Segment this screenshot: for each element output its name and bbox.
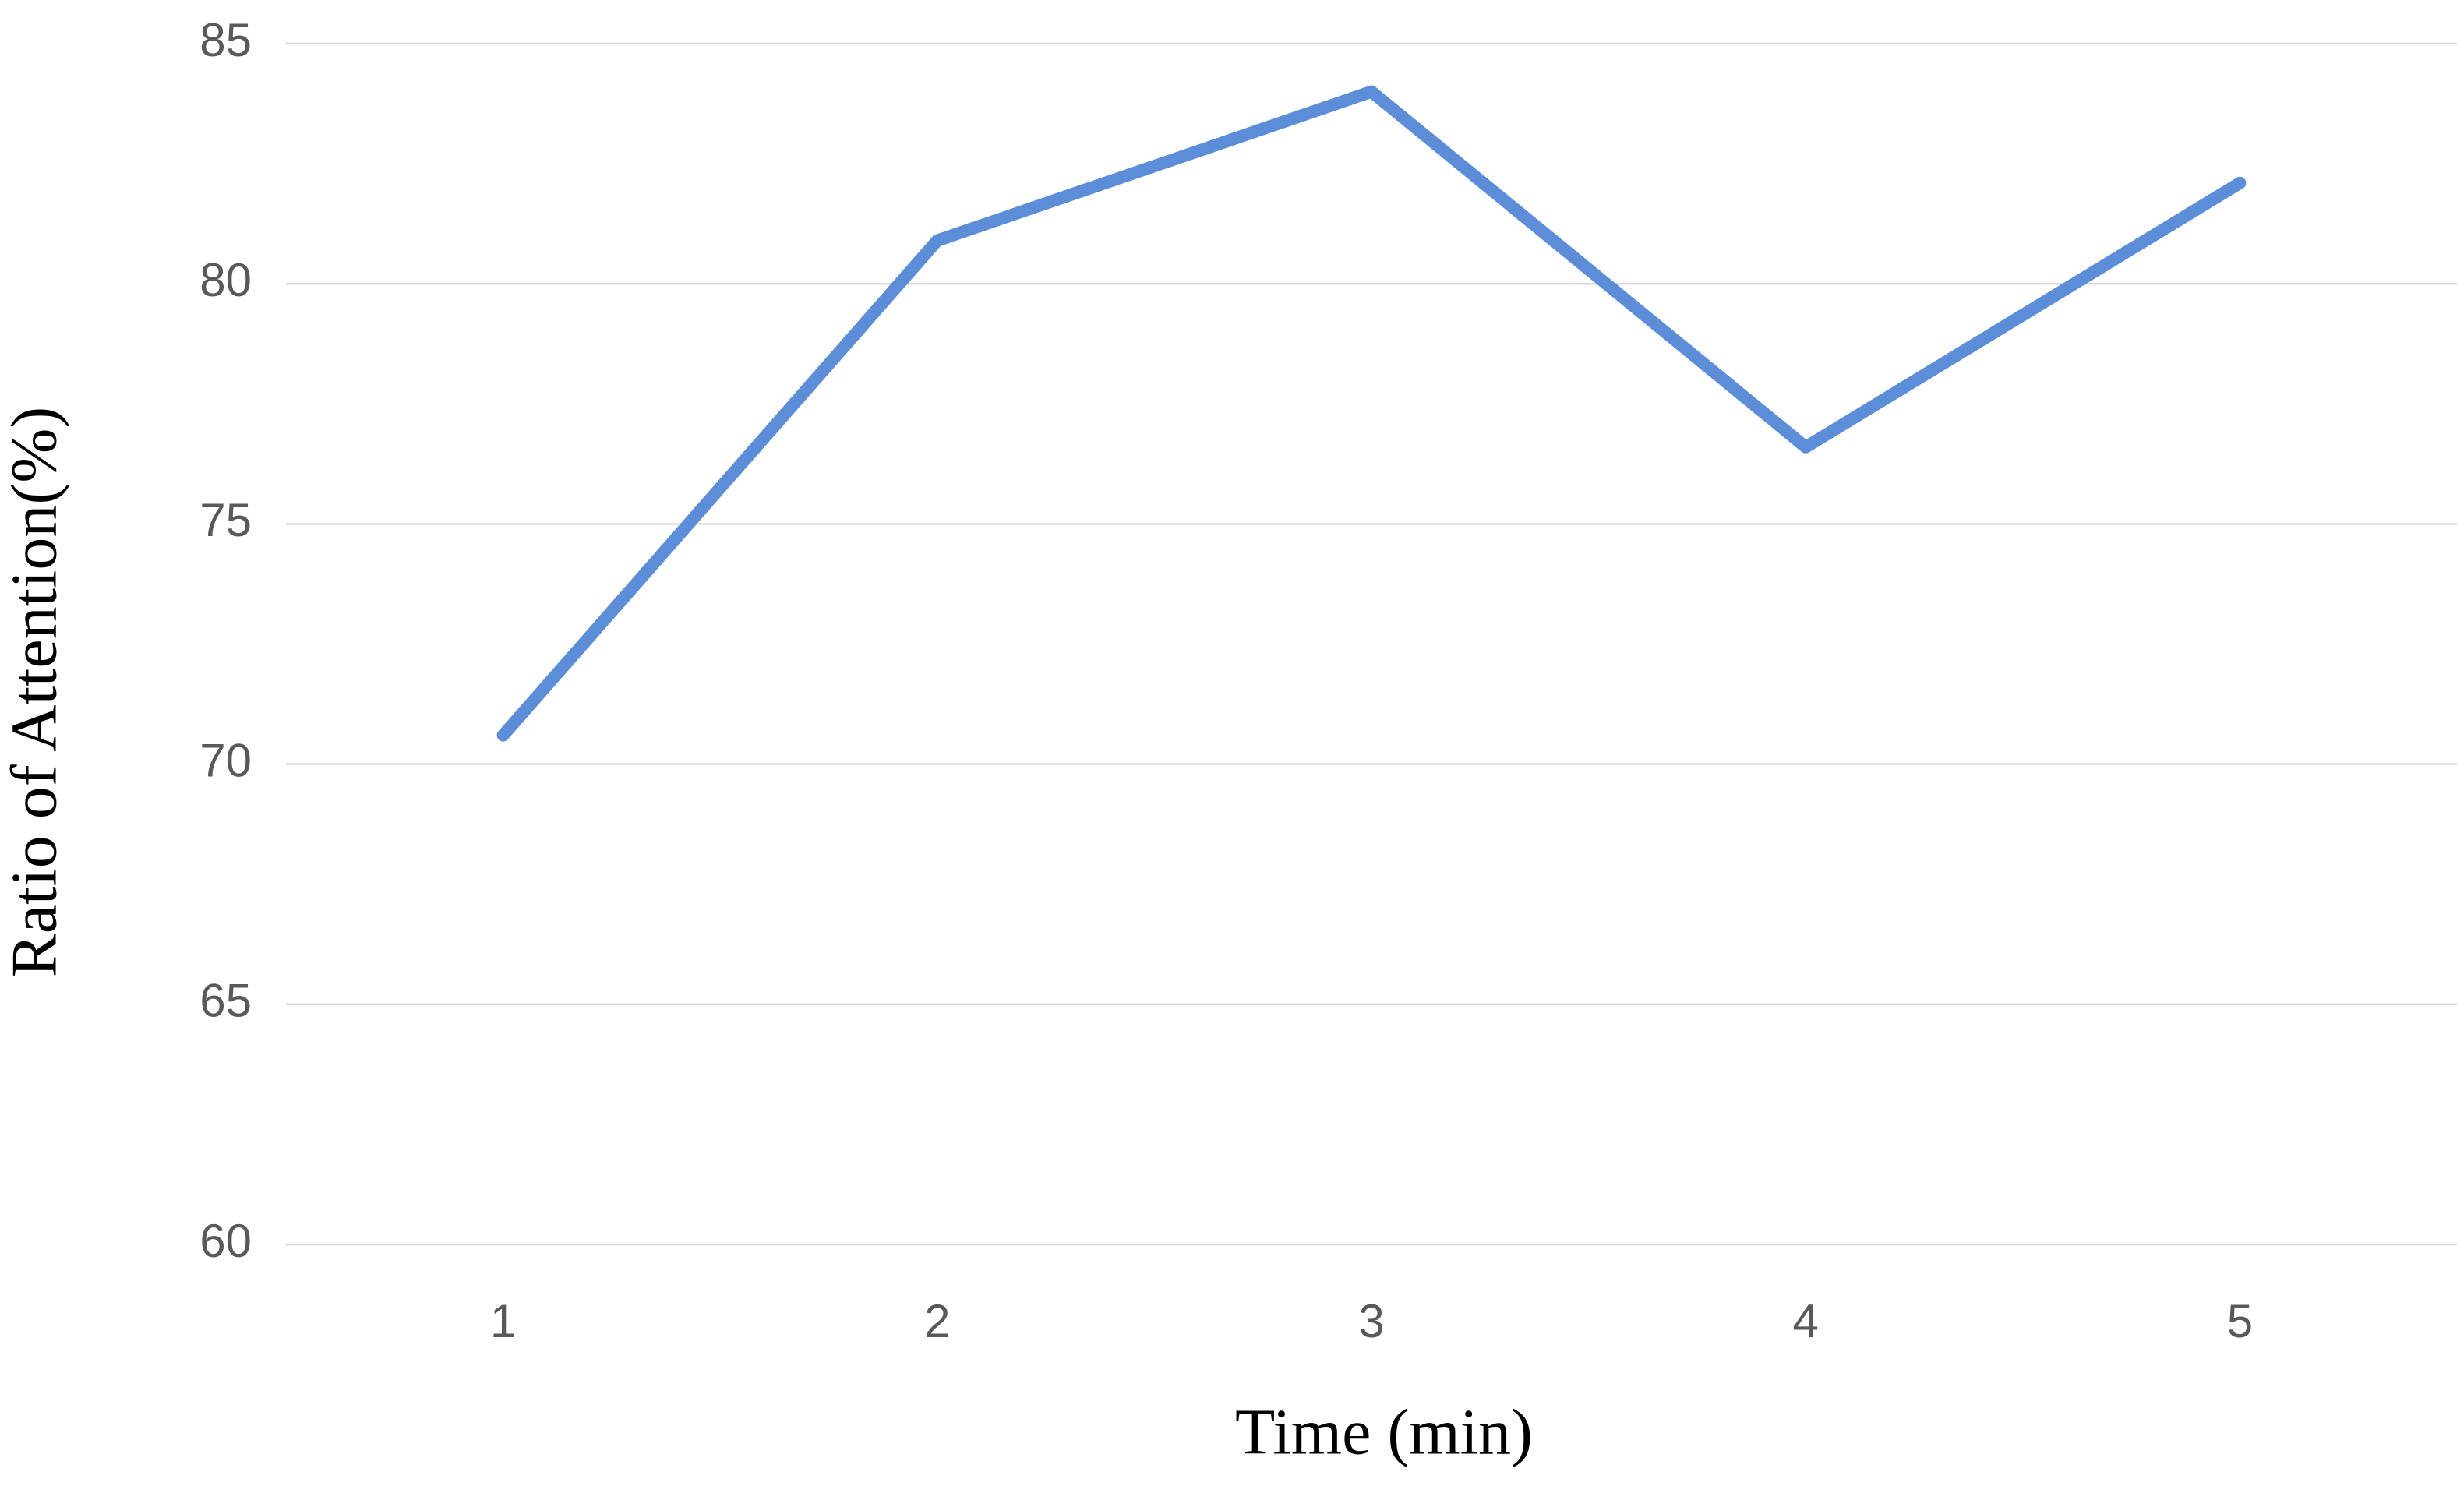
y-axis-title: Ratio of Attention(%) (0, 407, 70, 978)
x-tick-label: 2 (924, 1295, 950, 1347)
y-tick-label: 70 (199, 734, 252, 786)
x-axis-title: Time (min) (1235, 1396, 1533, 1468)
y-tick-label: 75 (199, 494, 252, 546)
x-tick-label: 5 (2227, 1295, 2253, 1347)
data-line (496, 85, 2247, 742)
y-tick-label: 80 (199, 254, 252, 306)
y-tick-label: 85 (199, 14, 252, 66)
y-tick-label: 65 (199, 975, 252, 1027)
y-tick-label: 60 (199, 1215, 252, 1267)
x-tick-label: 4 (1793, 1295, 1819, 1347)
x-tick-label: 1 (490, 1295, 516, 1347)
x-tick-label: 3 (1358, 1295, 1384, 1347)
